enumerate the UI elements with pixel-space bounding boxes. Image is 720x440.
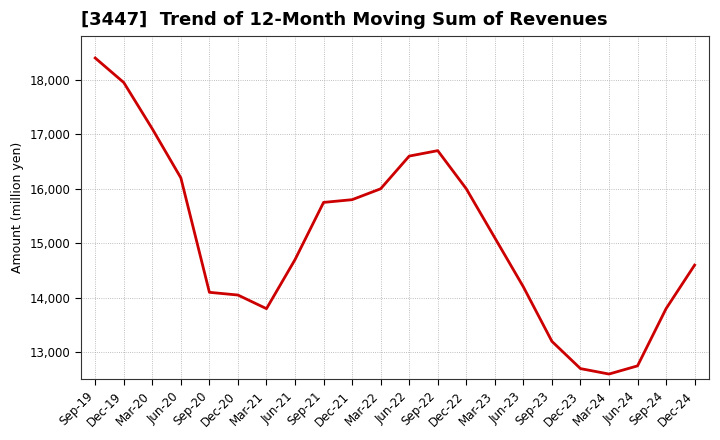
Y-axis label: Amount (million yen): Amount (million yen) bbox=[11, 142, 24, 274]
Text: [3447]  Trend of 12-Month Moving Sum of Revenues: [3447] Trend of 12-Month Moving Sum of R… bbox=[81, 11, 608, 29]
